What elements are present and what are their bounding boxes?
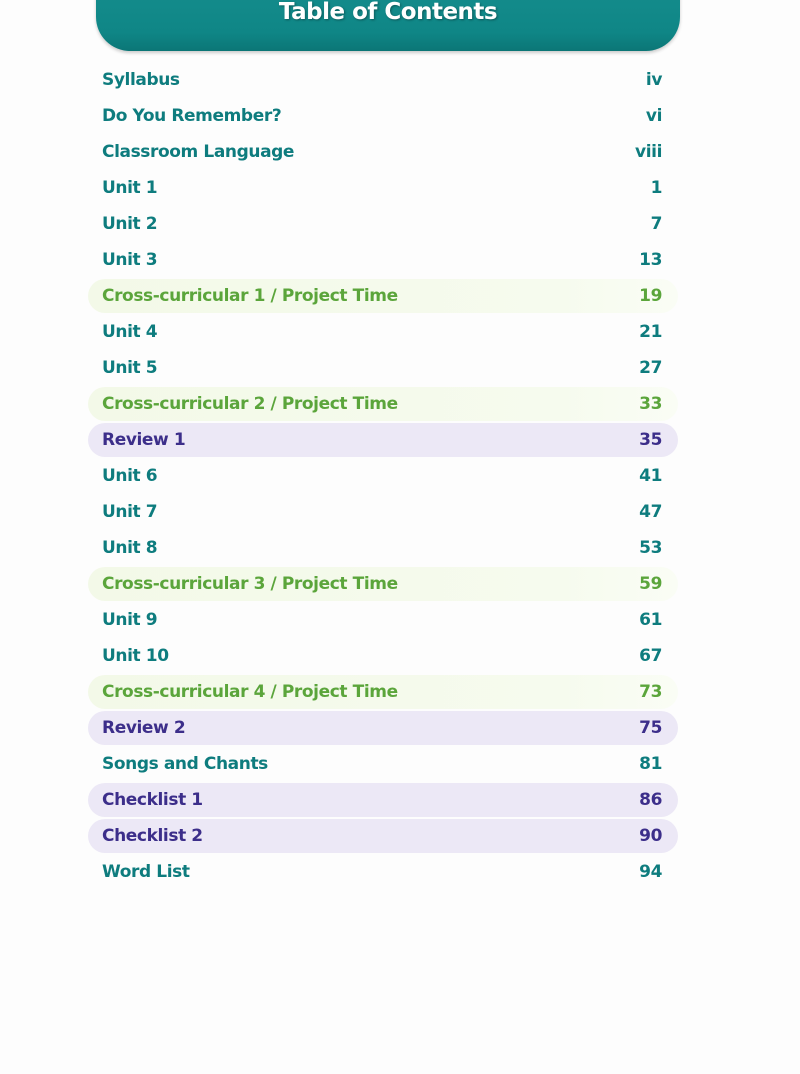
- toc-entry-label: Review 1: [102, 430, 186, 450]
- toc-entry[interactable]: Unit 10 67: [88, 639, 678, 673]
- toc-entry-page: viii: [635, 142, 662, 162]
- toc-entry-label: Unit 9: [102, 610, 158, 630]
- toc-entry-page: 75: [639, 718, 662, 738]
- toc-entry-label: Unit 2: [102, 214, 158, 234]
- title-banner: Table of Contents: [96, 0, 680, 51]
- toc-entry-label: Do You Remember?: [102, 106, 282, 126]
- toc-entry-label: Cross-curricular 4 / Project Time: [102, 682, 398, 702]
- toc-entry-label: Unit 8: [102, 538, 158, 558]
- toc-entry[interactable]: Review 1 35: [88, 423, 678, 457]
- toc-entry[interactable]: Syllabus iv: [88, 63, 678, 97]
- toc-entry-label: Unit 10: [102, 646, 169, 666]
- toc-entry-page: 59: [639, 574, 662, 594]
- toc-entry-label: Unit 5: [102, 358, 158, 378]
- toc-entry-label: Word List: [102, 862, 190, 882]
- toc-entry-label: Classroom Language: [102, 142, 295, 162]
- toc-entry[interactable]: Cross-curricular 3 / Project Time 59: [88, 567, 678, 601]
- toc-entry-page: 13: [639, 250, 662, 270]
- toc-entry[interactable]: Unit 1 1: [88, 171, 678, 205]
- toc-entry[interactable]: Unit 8 53: [88, 531, 678, 565]
- toc-entry-label: Checklist 2: [102, 826, 203, 846]
- toc-entry-page: 27: [639, 358, 662, 378]
- toc-entry-label: Unit 4: [102, 322, 158, 342]
- toc-entry[interactable]: Unit 9 61: [88, 603, 678, 637]
- toc-entry-label: Cross-curricular 2 / Project Time: [102, 394, 398, 414]
- toc-entry-page: 35: [639, 430, 662, 450]
- toc-entry-page: 61: [639, 610, 662, 630]
- toc-entry-page: 47: [639, 502, 662, 522]
- toc-entry[interactable]: Review 2 75: [88, 711, 678, 745]
- toc-entry[interactable]: Unit 2 7: [88, 207, 678, 241]
- toc-entry[interactable]: Checklist 2 90: [88, 819, 678, 853]
- toc-entry-label: Unit 3: [102, 250, 158, 270]
- toc-entry[interactable]: Unit 5 27: [88, 351, 678, 385]
- toc-entry-page: 1: [650, 178, 663, 198]
- toc-entry-page: vi: [645, 106, 663, 126]
- toc-entry[interactable]: Cross-curricular 2 / Project Time 33: [88, 387, 678, 421]
- toc-entry-page: 73: [639, 682, 662, 702]
- toc-entry-page: 7: [650, 214, 663, 234]
- toc-entry-label: Unit 6: [102, 466, 158, 486]
- toc-entry-page: 90: [639, 826, 662, 846]
- toc-entry[interactable]: Do You Remember? vi: [88, 99, 678, 133]
- toc-entry[interactable]: Classroom Language viii: [88, 135, 678, 169]
- toc-entry-page: 19: [639, 286, 662, 306]
- toc-entry[interactable]: Checklist 1 86: [88, 783, 678, 817]
- toc-entry[interactable]: Unit 7 47: [88, 495, 678, 529]
- toc-entry-page: 33: [639, 394, 662, 414]
- page-title: Table of Contents: [278, 0, 498, 25]
- toc-entry-label: Unit 1: [102, 178, 158, 198]
- toc-entry-page: 41: [639, 466, 662, 486]
- toc-entry[interactable]: Unit 4 21: [88, 315, 678, 349]
- toc-entry[interactable]: Unit 6 41: [88, 459, 678, 493]
- toc-entry-label: Cross-curricular 3 / Project Time: [102, 574, 398, 594]
- toc-entry-label: Checklist 1: [102, 790, 203, 810]
- toc-entry-page: 21: [639, 322, 662, 342]
- toc-entry[interactable]: Unit 3 13: [88, 243, 678, 277]
- toc-entry[interactable]: Songs and Chants 81: [88, 747, 678, 781]
- toc-entry-label: Unit 7: [102, 502, 158, 522]
- toc-entry[interactable]: Cross-curricular 1 / Project Time 19: [88, 279, 678, 313]
- toc-entry-label: Songs and Chants: [102, 754, 268, 774]
- toc-entry-label: Cross-curricular 1 / Project Time: [102, 286, 398, 306]
- toc-entry[interactable]: Cross-curricular 4 / Project Time 73: [88, 675, 678, 709]
- toc-entry-label: Syllabus: [102, 70, 180, 90]
- toc-entry-page: 86: [639, 790, 662, 810]
- toc-entry[interactable]: Word List 94: [88, 855, 678, 889]
- toc-entry-page: 67: [639, 646, 662, 666]
- toc-entry-page: 53: [639, 538, 662, 558]
- toc-entry-page: iv: [645, 70, 663, 90]
- toc-entry-page: 81: [639, 754, 662, 774]
- toc-entry-label: Review 2: [102, 718, 186, 738]
- toc-entry-page: 94: [639, 862, 662, 882]
